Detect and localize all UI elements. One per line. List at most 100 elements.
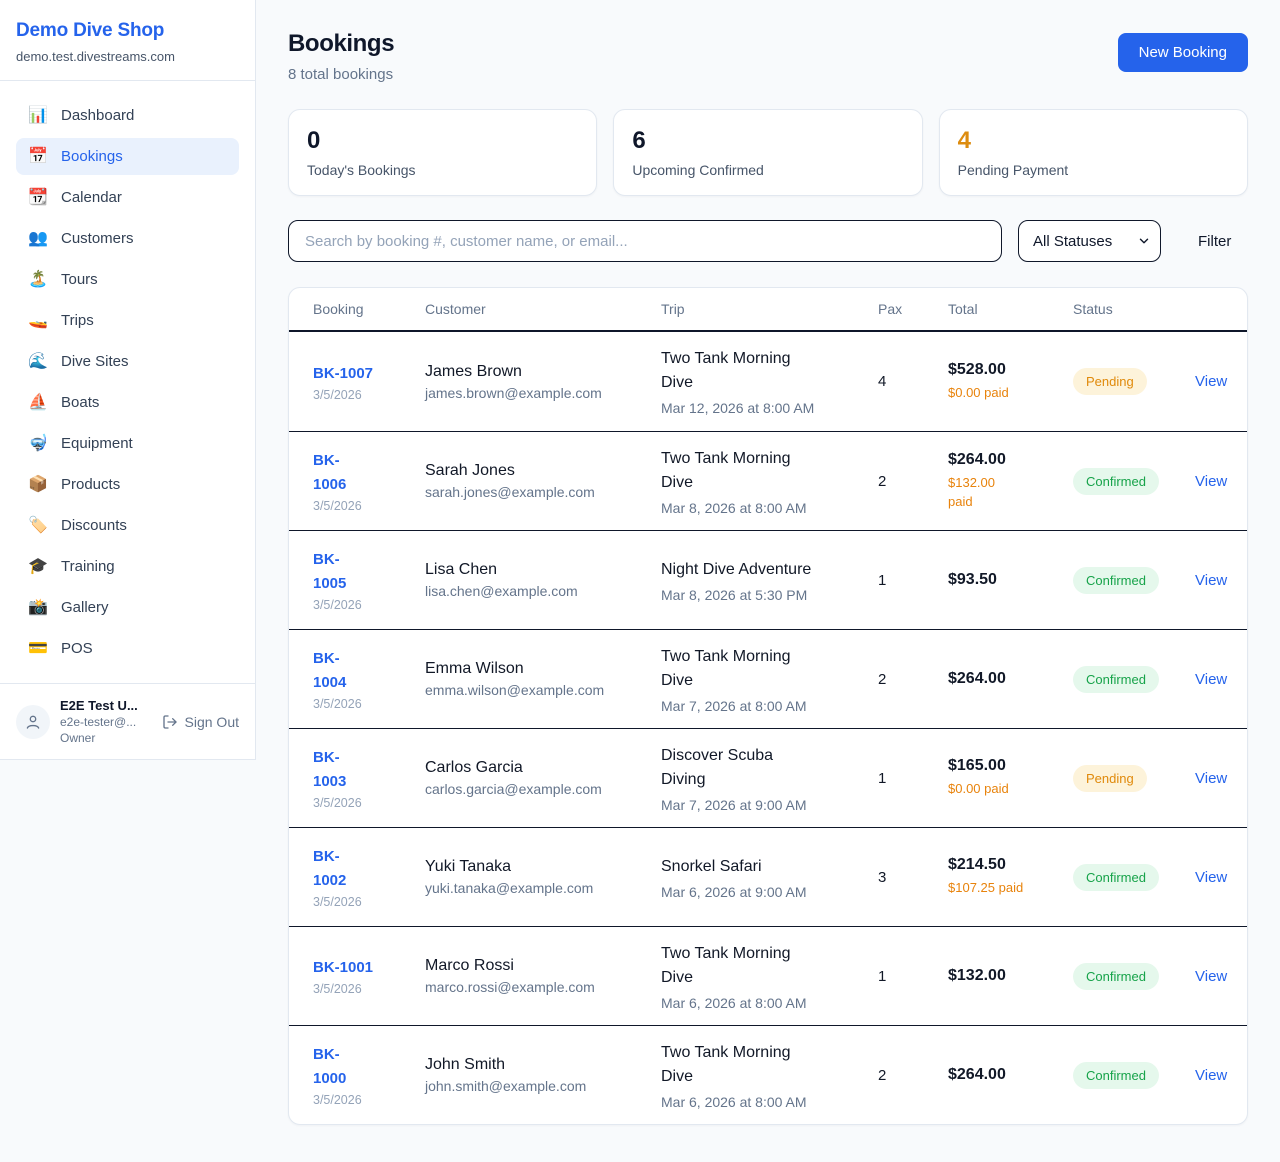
main-content: Bookings 8 total bookings New Booking 0 … (256, 0, 1280, 1155)
booking-id-link[interactable]: BK-1001 (313, 959, 374, 976)
customer-email: sarah.jones@example.com (425, 484, 595, 500)
customer-name: Marco Rossi (425, 957, 514, 974)
sidebar-item-gallery[interactable]: 📸 Gallery (16, 589, 239, 626)
view-link[interactable]: View (1195, 373, 1228, 390)
booking-id-link[interactable]: BK- 1004 (313, 650, 347, 691)
brand-title: Demo Dive Shop (16, 20, 165, 41)
trip-name: Two Tank Morning Dive (661, 944, 791, 986)
sidebar-item-products[interactable]: 📦 Products (16, 466, 239, 503)
status-badge: Pending (1073, 764, 1147, 792)
booking-id-link[interactable]: BK- 1000 (313, 1046, 347, 1087)
stat-label: Pending Payment (957, 162, 1069, 178)
table-row: BK- 1004 3/5/2026 Emma Wilson emma.wilso… (289, 629, 1247, 728)
total-amount: $528.00 (948, 360, 1006, 378)
status-badge: Confirmed (1073, 665, 1159, 693)
sidebar-item-tours[interactable]: 🏝️ Tours (16, 261, 239, 298)
col-trip: Trip (661, 301, 685, 317)
trip-datetime: Mar 6, 2026 at 8:00 AM (661, 1093, 807, 1110)
table-row: BK- 1006 3/5/2026 Sarah Jones sarah.jone… (289, 431, 1247, 530)
sidebar-item-training[interactable]: 🎓 Training (16, 548, 239, 585)
trip-name: Night Dive Adventure (661, 560, 812, 578)
trip-datetime: Mar 7, 2026 at 8:00 AM (661, 697, 807, 714)
stat-card: 0 Today's Bookings (288, 109, 598, 196)
stat-card: 6 Upcoming Confirmed (613, 109, 923, 196)
page-header: Bookings 8 total bookings New Booking (288, 30, 1248, 83)
booking-date: 3/5/2026 (313, 387, 362, 402)
sidebar-item-discounts[interactable]: 🏷️ Discounts (16, 507, 239, 544)
total-amount: $264.00 (948, 670, 1006, 687)
trip-name: Two Tank Morning Dive (661, 449, 791, 491)
sidebar-item-boats[interactable]: ⛵ Boats (16, 384, 239, 421)
sidebar-item-calendar[interactable]: 📆 Calendar (16, 179, 239, 216)
tours-icon: 🏝️ (28, 270, 48, 288)
table-row: BK-1007 3/5/2026 James Brown james.brown… (289, 332, 1247, 431)
booking-id-link[interactable]: BK- 1005 (313, 551, 347, 592)
trip-datetime: Mar 6, 2026 at 8:00 AM (661, 994, 807, 1011)
pax-count: 1 (878, 967, 887, 985)
sidebar-item-label: Trips (61, 312, 94, 329)
sign-out-button[interactable]: Sign Out (162, 714, 239, 730)
booking-id-link[interactable]: BK- 1003 (313, 749, 347, 790)
boats-icon: ⛵ (28, 393, 48, 411)
trip-name: Two Tank Morning Dive (661, 647, 791, 689)
bookings-table: Booking Customer Trip Pax Total Status B… (288, 287, 1248, 1125)
status-badge: Confirmed (1073, 1061, 1159, 1089)
training-icon: 🎓 (28, 557, 48, 575)
status-select[interactable]: All Statuses (1018, 220, 1161, 262)
user-name: E2E Test U... (60, 698, 138, 713)
sidebar-item-trips[interactable]: 🚤 Trips (16, 302, 239, 339)
sidebar-item-pos[interactable]: 💳 POS (16, 630, 239, 667)
booking-id-link[interactable]: BK-1007 (313, 364, 374, 382)
table-row: BK- 1003 3/5/2026 Carlos Garcia carlos.g… (289, 728, 1247, 827)
col-booking: Booking (313, 301, 364, 317)
dive-sites-icon: 🌊 (28, 352, 48, 370)
user-email: e2e-tester@... (60, 715, 137, 729)
sidebar-item-label: Calendar (61, 189, 122, 206)
pax-count: 2 (878, 670, 887, 688)
col-status: Status (1073, 301, 1113, 317)
sidebar-item-label: Dashboard (61, 107, 135, 124)
sidebar-item-dive-sites[interactable]: 🌊 Dive Sites (16, 343, 239, 380)
filter-button[interactable]: Filter (1198, 232, 1232, 250)
view-link[interactable]: View (1195, 571, 1228, 589)
view-link[interactable]: View (1195, 1066, 1228, 1084)
status-badge: Confirmed (1073, 962, 1159, 990)
sidebar-item-customers[interactable]: 👥 Customers (16, 220, 239, 257)
status-badge: Confirmed (1073, 467, 1159, 495)
pax-count: 3 (878, 868, 887, 886)
sidebar-item-label: Gallery (61, 599, 109, 616)
booking-date: 3/5/2026 (313, 796, 362, 810)
user-info: E2E Test U... e2e-tester@... Owner (60, 698, 152, 745)
customers-icon: 👥 (28, 229, 48, 247)
calendar-icon: 📆 (28, 188, 48, 206)
booking-id-link[interactable]: BK- 1006 (313, 452, 347, 493)
customer-email: lisa.chen@example.com (425, 583, 578, 599)
trip-datetime: Mar 7, 2026 at 9:00 AM (661, 796, 807, 813)
sidebar-item-bookings[interactable]: 📅 Bookings (16, 138, 239, 175)
col-pax: Pax (878, 301, 903, 317)
stats-row: 0 Today's Bookings 6 Upcoming Confirmed … (288, 109, 1248, 196)
user-role: Owner (60, 731, 96, 745)
trip-datetime: Mar 12, 2026 at 8:00 AM (661, 400, 815, 416)
view-link[interactable]: View (1195, 670, 1228, 688)
total-amount: $264.00 (948, 450, 1006, 468)
sidebar-item-equipment[interactable]: 🤿 Equipment (16, 425, 239, 462)
view-link[interactable]: View (1195, 868, 1228, 886)
booking-id-link[interactable]: BK- 1002 (313, 848, 347, 889)
booking-date: 3/5/2026 (313, 982, 362, 996)
status-badge: Confirmed (1073, 863, 1159, 891)
new-booking-button[interactable]: New Booking (1117, 33, 1248, 72)
status-badge: Pending (1073, 368, 1147, 395)
booking-date: 3/5/2026 (313, 499, 362, 513)
pos-icon: 💳 (28, 639, 48, 657)
customer-email: carlos.garcia@example.com (425, 781, 602, 797)
customer-name: Carlos Garcia (425, 759, 523, 776)
view-link[interactable]: View (1195, 472, 1228, 490)
table-row: BK-1001 3/5/2026 Marco Rossi marco.rossi… (289, 926, 1247, 1025)
search-input[interactable] (288, 220, 1002, 262)
view-link[interactable]: View (1195, 967, 1228, 985)
sidebar-item-dashboard[interactable]: 📊 Dashboard (16, 97, 239, 134)
booking-date: 3/5/2026 (313, 697, 362, 711)
view-link[interactable]: View (1195, 769, 1228, 787)
pax-count: 2 (878, 472, 887, 490)
